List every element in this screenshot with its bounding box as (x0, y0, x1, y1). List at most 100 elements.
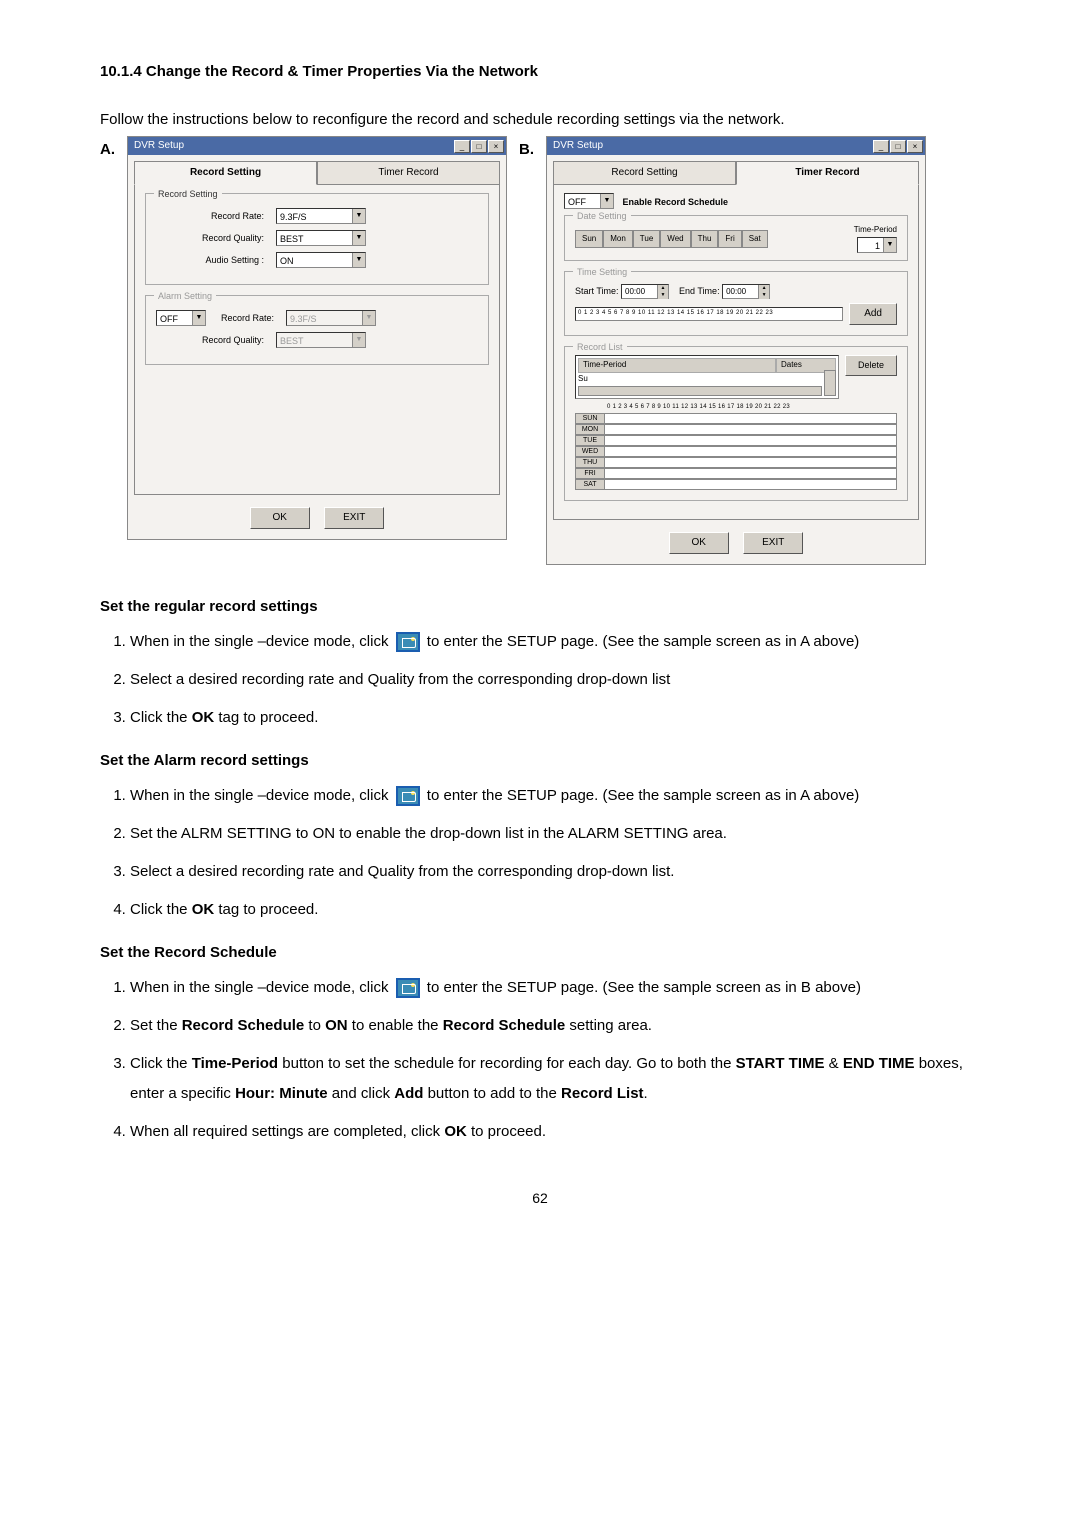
record-quality-value: BEST (277, 231, 352, 245)
tabs-b: Record Setting Timer Record (553, 161, 919, 185)
text: Click the (130, 1055, 192, 1072)
grid-hours-header: 0 1 2 3 4 5 6 7 8 9 10 11 12 13 14 15 16… (575, 403, 897, 413)
spin-up-icon[interactable]: ▲ (657, 285, 668, 292)
time-period-dropdown[interactable]: 1 ▼ (857, 237, 897, 253)
window-controls-a: _ □ × (454, 140, 504, 153)
setup-icon (396, 978, 420, 998)
grid-day-sat: SAT (575, 479, 605, 490)
audio-setting-value: ON (277, 253, 352, 267)
close-icon[interactable]: × (907, 140, 923, 153)
scrollbar-horizontal[interactable] (578, 386, 822, 396)
chevron-down-icon[interactable]: ▼ (192, 311, 205, 325)
alarm-quality-label: Record Quality: (156, 333, 276, 347)
fig-b-label: B. (519, 136, 534, 162)
list-item: Select a desired recording rate and Qual… (130, 665, 980, 695)
sec1-title: Set the regular record settings (100, 595, 980, 619)
close-icon[interactable]: × (488, 140, 504, 153)
section-heading: 10.1.4 Change the Record & Timer Propert… (100, 60, 980, 84)
tab-timer-record-b[interactable]: Timer Record (736, 161, 919, 185)
text: to enter the SETUP page. (See the sample… (423, 633, 860, 650)
day-tue[interactable]: Tue (633, 230, 661, 249)
text: and click (328, 1085, 395, 1102)
time-setting-group: Time Setting Start Time: 00:00 ▲▼ End Ti… (564, 271, 908, 337)
chevron-down-icon[interactable]: ▼ (883, 238, 896, 252)
setup-icon (396, 786, 420, 806)
ok-button[interactable]: OK (250, 507, 310, 529)
bold-text: OK (192, 709, 215, 726)
text: & (825, 1055, 843, 1072)
setup-icon (396, 632, 420, 652)
tab-record-setting[interactable]: Record Setting (134, 161, 317, 185)
exit-button[interactable]: EXIT (324, 507, 384, 529)
text: When in the single –device mode, click (130, 633, 393, 650)
text: to enable the (348, 1017, 443, 1034)
start-time-label: Start Time: (575, 286, 619, 296)
record-rate-dropdown[interactable]: 9.3F/S ▼ (276, 208, 366, 224)
list-item: When in the single –device mode, click t… (130, 973, 980, 1003)
start-time-value: 00:00 (622, 286, 657, 299)
add-button[interactable]: Add (849, 303, 897, 325)
maximize-icon[interactable]: □ (890, 140, 906, 153)
grid-day-wed: WED (575, 446, 605, 457)
alarm-quality-value: BEST (277, 333, 352, 347)
intro-text: Follow the instructions below to reconfi… (100, 108, 980, 132)
record-quality-dropdown[interactable]: BEST ▼ (276, 230, 366, 246)
audio-setting-dropdown[interactable]: ON ▼ (276, 252, 366, 268)
maximize-icon[interactable]: □ (471, 140, 487, 153)
text: to enter the SETUP page. (See the sample… (423, 787, 860, 804)
minimize-icon[interactable]: _ (873, 140, 889, 153)
exit-button-b[interactable]: EXIT (743, 532, 803, 554)
list-item: Click the OK tag to proceed. (130, 895, 980, 925)
day-fri[interactable]: Fri (718, 230, 741, 249)
day-mon[interactable]: Mon (603, 230, 633, 249)
tab-timer-record[interactable]: Timer Record (317, 161, 500, 185)
text: setting area. (565, 1017, 652, 1034)
ok-button-b[interactable]: OK (669, 532, 729, 554)
list-item: Set the Record Schedule to ON to enable … (130, 1011, 980, 1041)
chevron-down-icon[interactable]: ▼ (352, 209, 365, 223)
spin-down-icon[interactable]: ▼ (758, 292, 769, 299)
scrollbar-vertical[interactable] (824, 370, 836, 396)
tab-record-setting-b[interactable]: Record Setting (553, 161, 736, 185)
record-quality-label: Record Quality: (156, 231, 276, 245)
grid-cells (605, 468, 897, 479)
record-setting-group: Record Setting Record Rate: 9.3F/S ▼ Rec… (145, 193, 489, 285)
list-item: When in the single –device mode, click t… (130, 627, 980, 657)
bold-text: START TIME (736, 1055, 825, 1072)
delete-button[interactable]: Delete (845, 355, 897, 375)
text: to enter the SETUP page. (See the sample… (423, 979, 861, 996)
end-time-spinner[interactable]: 00:00 ▲▼ (722, 284, 770, 299)
day-sat[interactable]: Sat (742, 230, 768, 249)
tabs-a: Record Setting Timer Record (134, 161, 500, 185)
col-time-period[interactable]: Time-Period (578, 358, 776, 373)
grid-day-fri: FRI (575, 468, 605, 479)
button-row-a: OK EXIT (128, 501, 506, 539)
chevron-down-icon[interactable]: ▼ (352, 253, 365, 267)
record-list-box[interactable]: Time-Period Dates Su Su (575, 355, 839, 399)
alarm-toggle-dropdown[interactable]: OFF ▼ (156, 310, 206, 326)
sec3-title: Set the Record Schedule (100, 941, 980, 965)
day-wed[interactable]: Wed (660, 230, 690, 249)
enable-schedule-dropdown[interactable]: OFF ▼ (564, 193, 614, 209)
day-thu[interactable]: Thu (691, 230, 719, 249)
list-item: When all required settings are completed… (130, 1117, 980, 1147)
minimize-icon[interactable]: _ (454, 140, 470, 153)
alarm-rate-dropdown: 9.3F/S ▼ (286, 310, 376, 326)
day-sun[interactable]: Sun (575, 230, 603, 249)
alarm-toggle-value: OFF (157, 311, 192, 325)
chevron-down-icon[interactable]: ▼ (600, 194, 613, 208)
sec1-list: When in the single –device mode, click t… (100, 627, 980, 733)
spin-down-icon[interactable]: ▼ (657, 292, 668, 299)
window-a: DVR Setup _ □ × Record Setting Timer Rec… (127, 136, 507, 540)
chevron-down-icon[interactable]: ▼ (352, 231, 365, 245)
figures-row: A. DVR Setup _ □ × Record Setting Timer … (100, 136, 980, 565)
start-time-spinner[interactable]: 00:00 ▲▼ (621, 284, 669, 299)
window-b-title: DVR Setup (553, 138, 603, 154)
text: . (644, 1085, 648, 1102)
bold-text: ON (325, 1017, 348, 1034)
spin-up-icon[interactable]: ▲ (758, 285, 769, 292)
grid-day-thu: THU (575, 457, 605, 468)
page-number: 62 (100, 1187, 980, 1209)
time-setting-legend: Time Setting (573, 265, 631, 279)
date-setting-group: Date Setting Sun Mon Tue Wed Thu Fri Sat… (564, 215, 908, 260)
